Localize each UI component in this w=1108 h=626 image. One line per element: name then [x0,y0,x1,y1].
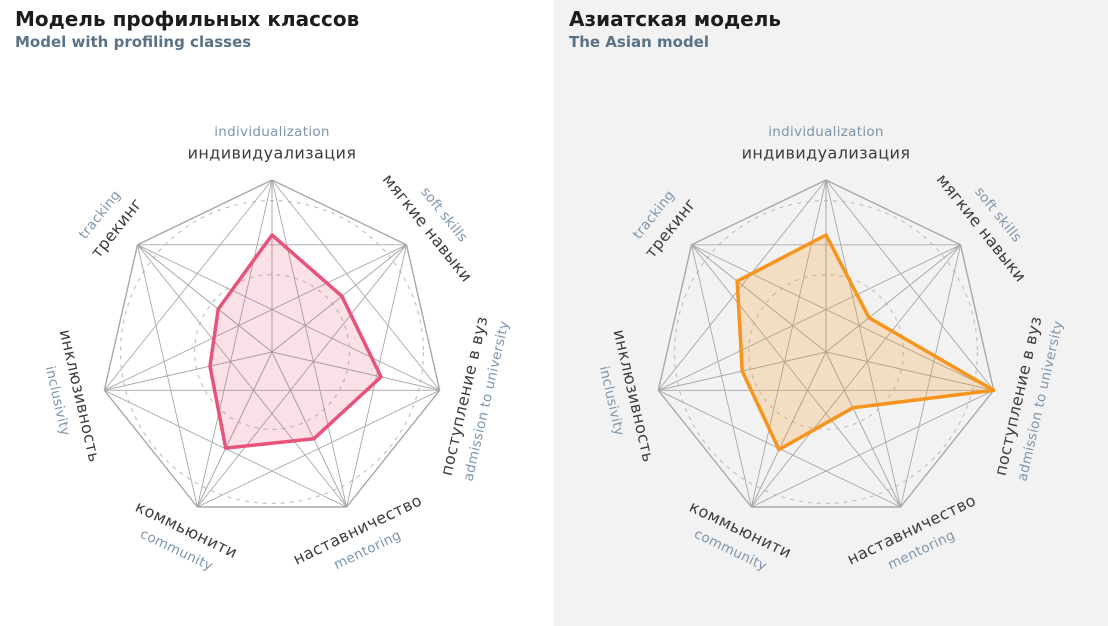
grid-chord [137,244,440,391]
grid-outer-edge [959,244,995,391]
grid-spoke [271,351,348,508]
grid-chord [825,179,902,508]
grid-chord [691,244,994,391]
grid-outer-edge [900,389,995,508]
grid-outer-edge [103,244,139,391]
grid-chord [751,244,961,508]
grid-spoke [825,244,961,353]
grid-spoke [137,244,273,353]
panel-profiling-model: Модель профильных классов Model with pro… [15,7,513,575]
grid-outer-edge [346,389,441,508]
grid-spoke [271,244,407,353]
panel-title: Азиатская модель [569,7,782,31]
panel-header-profiling: Модель профильных классов Model with pro… [15,7,360,52]
grid-spoke [104,351,273,391]
grid-outer-edge [657,244,693,391]
grid-chord [691,244,901,508]
grid-spoke [750,351,827,508]
grid-outer-edge [405,244,441,391]
data-polygon [735,233,996,452]
grid-spoke [691,244,827,353]
radar-chart-asian: индивидуализацияindividualizationмягкие … [596,124,1067,575]
grid-chord [658,244,961,391]
grid-spoke [825,351,902,508]
grid-chord [104,244,407,391]
grid-outer-edge [657,389,752,508]
data-polygon [208,233,383,450]
panel-title: Модель профильных классов [15,7,360,31]
grid-outer-edge [825,179,961,246]
grid-outer-edge [103,389,198,508]
grid-chord [137,244,347,508]
grid-chord [271,179,348,508]
radar-chart-profiling: индивидуализацияindividualizationмягкие … [42,124,513,575]
panel-header-asian: Азиатская модель The Asian model [569,7,782,52]
axis-label-ru: индивидуализация [742,144,911,163]
grid-spoke [271,351,440,391]
grid-spoke [196,351,273,508]
grid-dashed-circle [194,274,351,431]
grid-outer-edge [137,179,273,246]
panel-subtitle: The Asian model [569,33,709,51]
panel-asian-model: Азиатская модель The Asian model индивид… [554,0,1108,626]
grid-outer-edge [691,179,827,246]
grid-outer-edge [271,179,407,246]
grid-dashed-circle [748,274,905,431]
grid-chord [750,179,827,508]
axis-label-ru: индивидуализация [188,144,357,163]
axis-label-en: individualization [768,124,884,140]
axis-label-en: individualization [214,124,330,140]
grid-spoke [825,351,994,391]
grid-chord [197,244,407,508]
panel-subtitle: Model with profiling classes [15,33,252,51]
grid-chord [196,179,273,508]
